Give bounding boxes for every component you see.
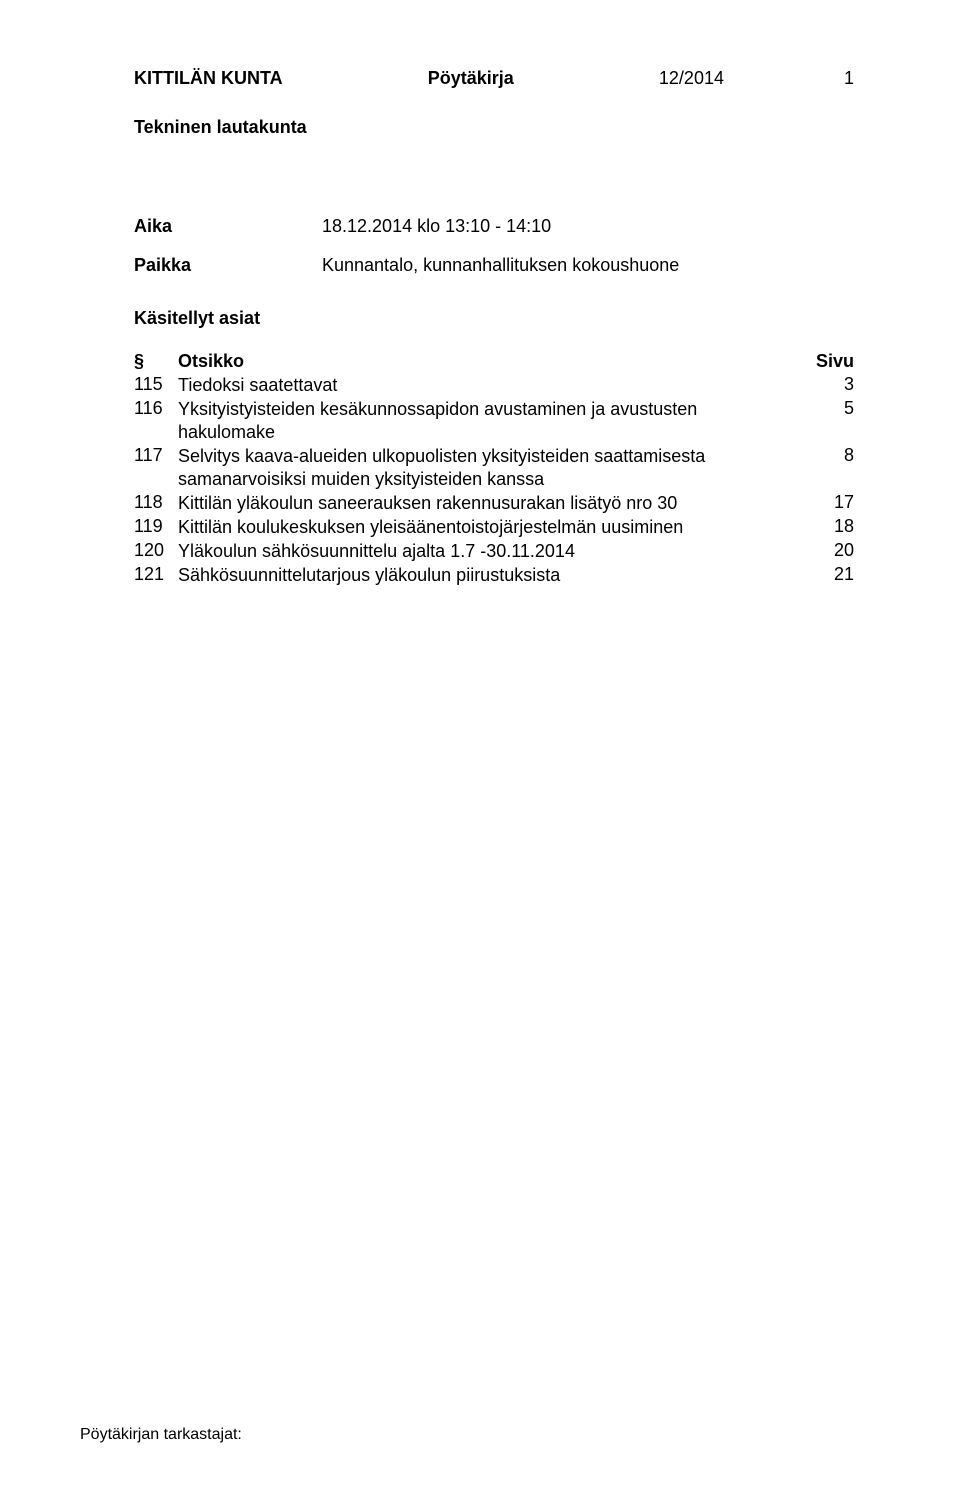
toc-title: Tiedoksi saatettavat [178,374,794,397]
toc-sym: 118 [134,492,178,513]
meta-row-place: Paikka Kunnantalo, kunnanhallituksen kok… [134,255,854,276]
page-number: 1 [844,68,854,89]
toc-head-sym: § [134,351,178,372]
toc-title: Kittilän koulukeskuksen yleisäänentoisto… [178,516,794,539]
org-name: KITTILÄN KUNTA [134,68,283,89]
toc-sym: 120 [134,540,178,561]
toc-page: 17 [794,492,854,513]
toc-page: 3 [794,374,854,395]
toc-title: Yksityistyisteiden kesäkunnossapidon avu… [178,398,794,444]
toc-row: 118 Kittilän yläkoulun saneerauksen rake… [134,492,854,515]
time-value: 18.12.2014 klo 13:10 - 14:10 [322,216,551,237]
toc-title: Selvitys kaava-alueiden ulkopuolisten yk… [178,445,794,491]
toc-head-page: Sivu [794,351,854,372]
header-right: 12/2014 1 [659,68,854,89]
committee-name: Tekninen lautakunta [134,117,854,138]
header-row: KITTILÄN KUNTA Pöytäkirja 12/2014 1 [134,68,854,89]
toc-sym: 116 [134,398,178,419]
toc-row: 116 Yksityistyisteiden kesäkunnossapidon… [134,398,854,444]
toc-page: 20 [794,540,854,561]
toc-row: 120 Yläkoulun sähkösuunnittelu ajalta 1.… [134,540,854,563]
page-container: KITTILÄN KUNTA Pöytäkirja 12/2014 1 Tekn… [0,0,960,1512]
toc-page: 8 [794,445,854,466]
toc-title: Kittilän yläkoulun saneerauksen rakennus… [178,492,794,515]
toc-row: 121 Sähkösuunnittelutarjous yläkoulun pi… [134,564,854,587]
toc-row: 115 Tiedoksi saatettavat 3 [134,374,854,397]
handled-title: Käsitellyt asiat [134,308,854,329]
place-value: Kunnantalo, kunnanhallituksen kokoushuon… [322,255,679,276]
place-label: Paikka [134,255,322,276]
toc-page: 21 [794,564,854,585]
toc-head-title: Otsikko [178,351,794,372]
toc-sym: 119 [134,516,178,537]
toc-sym: 117 [134,445,178,466]
toc-title: Sähkösuunnittelutarjous yläkoulun piirus… [178,564,794,587]
meta-row-time: Aika 18.12.2014 klo 13:10 - 14:10 [134,216,854,237]
toc-title: Yläkoulun sähkösuunnittelu ajalta 1.7 -3… [178,540,794,563]
toc-head: § Otsikko Sivu [134,351,854,372]
issue-number: 12/2014 [659,68,724,89]
toc-sym: 121 [134,564,178,585]
toc-row: 117 Selvitys kaava-alueiden ulkopuoliste… [134,445,854,491]
toc-page: 5 [794,398,854,419]
toc: § Otsikko Sivu 115 Tiedoksi saatettavat … [134,351,854,587]
toc-row: 119 Kittilän koulukeskuksen yleisäänento… [134,516,854,539]
toc-page: 18 [794,516,854,537]
meta-block: Aika 18.12.2014 klo 13:10 - 14:10 Paikka… [134,216,854,276]
doc-label: Pöytäkirja [428,68,514,89]
footer-text: Pöytäkirjan tarkastajat: [80,1426,242,1444]
toc-sym: 115 [134,374,178,395]
time-label: Aika [134,216,322,237]
